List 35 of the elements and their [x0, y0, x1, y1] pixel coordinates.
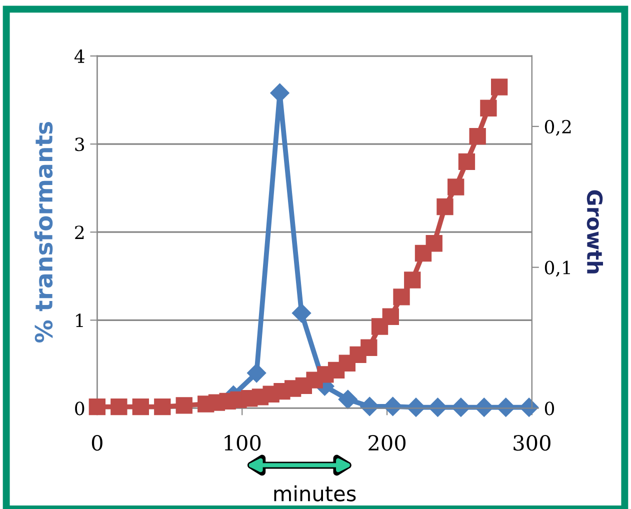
point [436, 198, 454, 216]
point [154, 398, 171, 416]
point [88, 398, 106, 416]
x-tick-label: 0 [92, 434, 102, 451]
point [383, 396, 402, 416]
point [247, 363, 266, 383]
point [360, 339, 378, 356]
x-tick-label: 300 [514, 434, 550, 451]
point [480, 100, 497, 116]
x-tick-label: 100 [224, 434, 261, 451]
point [426, 235, 442, 252]
point [393, 288, 410, 306]
x-tick-label: 200 [368, 434, 406, 451]
point [382, 308, 399, 325]
y-tick-label: 3 [75, 138, 84, 152]
y-tick-label: 4 [74, 49, 84, 63]
point [469, 128, 486, 145]
point [490, 78, 508, 96]
y-tick-label: 2 [75, 226, 84, 239]
y2-tick-label: 0 [544, 402, 554, 416]
y-axis-title: % transformants [34, 122, 53, 343]
point [458, 153, 476, 170]
point [176, 397, 192, 414]
point [448, 178, 464, 196]
point [338, 390, 358, 409]
point [132, 398, 149, 416]
point [110, 398, 128, 416]
point [404, 272, 421, 288]
y2-axis-title: Growth [586, 190, 604, 274]
y-tick-label: 1 [76, 314, 83, 328]
x-axis-title: minutes [274, 485, 356, 502]
point [292, 304, 312, 323]
y-tick-label: 0 [75, 402, 84, 416]
y2-tick-label: 0,2 [544, 120, 571, 136]
y2-tick-label: 0,1 [544, 260, 570, 277]
